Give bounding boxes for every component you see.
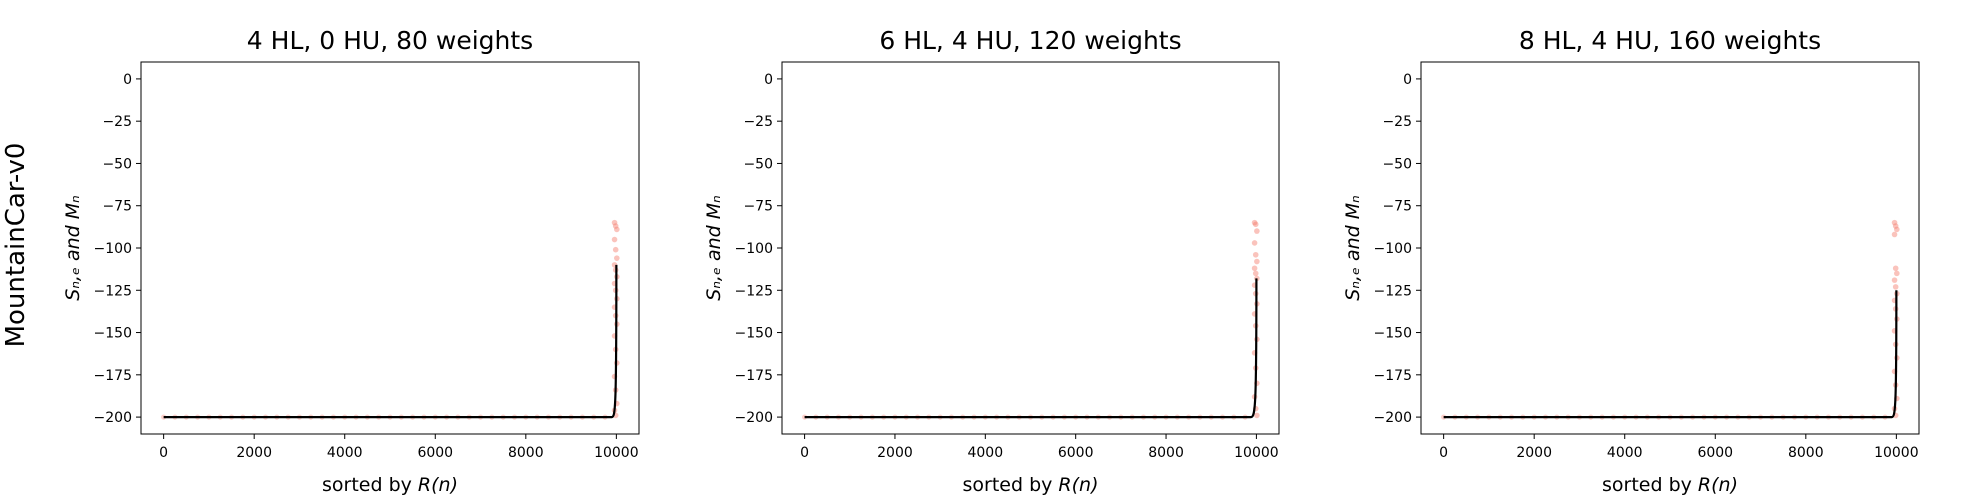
chart-title: 6 HL, 4 HU, 120 weights: [879, 26, 1181, 55]
y-tick-label: −200: [94, 410, 132, 426]
data-point: [1254, 228, 1260, 234]
x-tick-label: 2000: [236, 445, 272, 461]
data-point: [1251, 240, 1258, 246]
data-point: [1892, 223, 1899, 229]
y-tick-label: −25: [1382, 114, 1412, 130]
row-label: MountainCar-v0: [1, 143, 31, 348]
x-tick-label: 4000: [327, 445, 363, 461]
x-axis-label: sorted by R(n): [963, 474, 1099, 496]
x-tick-label: 10000: [1874, 445, 1919, 461]
y-tick-label: −150: [1374, 326, 1412, 342]
plot-area: [140, 61, 640, 435]
y-tick-label: −25: [743, 114, 773, 130]
x-tick-label: 0: [1439, 445, 1448, 461]
y-tick-label: −150: [735, 326, 773, 342]
x-axis-label-text: sorted by: [322, 474, 418, 496]
y-tick-label: 0: [764, 72, 773, 88]
y-tick-label: −75: [743, 199, 773, 215]
x-tick-label: 8000: [508, 445, 544, 461]
x-tick-label: 10000: [1234, 445, 1279, 461]
y-tick-label: −175: [94, 368, 132, 384]
x-axis-label: sorted by R(n): [322, 474, 458, 496]
data-point: [614, 226, 620, 233]
data-point: [1254, 258, 1260, 265]
chart-panel-3: 8 HL, 4 HU, 160 weights 0 2000 4000 6000 8000…: [1342, 26, 1920, 496]
chart-title: 4 HL, 0 HU, 80 weights: [247, 26, 533, 55]
x-axis-label-var: R(n): [1698, 474, 1738, 496]
y-tick-label: −25: [102, 114, 132, 130]
data-point: [612, 223, 619, 229]
y-axis-label: Sₙ,ₑ and Mₙ: [703, 195, 725, 300]
y-tick-label: −75: [102, 199, 132, 215]
x-tick-label: 4000: [967, 445, 1003, 461]
y-axis-label: Sₙ,ₑ and Mₙ: [62, 195, 84, 300]
series-line: [1443, 290, 1898, 419]
x-tick-label: 8000: [1148, 445, 1184, 461]
y-tick-label: 0: [123, 72, 132, 88]
y-tick-label: −150: [94, 326, 132, 342]
x-tick-label: 0: [159, 445, 168, 461]
y-tick-label: −75: [1382, 199, 1412, 215]
y-tick-label: −125: [735, 283, 773, 299]
plot-area: [781, 61, 1280, 435]
y-tick-label: 0: [1403, 72, 1412, 88]
y-tick-label: −200: [735, 410, 773, 426]
x-axis-label-text: sorted by: [963, 474, 1059, 496]
y-tick-label: −125: [1374, 283, 1412, 299]
x-tick-label: 2000: [877, 445, 913, 461]
data-point: [1252, 251, 1259, 258]
data-point: [614, 255, 620, 261]
data-point: [1891, 277, 1898, 283]
x-axis-label: sorted by R(n): [1602, 474, 1738, 496]
x-tick-label: 6000: [417, 445, 453, 461]
y-tick-label: −100: [94, 241, 132, 257]
y-tick-label: −175: [735, 368, 773, 384]
data-point: [1254, 412, 1260, 419]
x-tick-label: 6000: [1697, 445, 1733, 461]
chart-title: 8 HL, 4 HU, 160 weights: [1519, 26, 1821, 55]
data-point: [1892, 265, 1899, 272]
x-axis-label-var: R(n): [1058, 474, 1098, 496]
data-point: [1252, 270, 1259, 277]
chart-panel-2: 6 HL, 4 HU, 120 weights 0 2000 4000 6000 8000…: [703, 26, 1280, 496]
y-axis-label: Sₙ,ₑ and Mₙ: [1342, 195, 1364, 300]
data-point: [1251, 219, 1258, 226]
x-tick-label: 10000: [594, 445, 639, 461]
data-point: [1891, 231, 1898, 238]
x-tick-label: 2000: [1516, 445, 1552, 461]
y-tick-label: −100: [735, 241, 773, 257]
x-tick-label: 6000: [1058, 445, 1094, 461]
data-point: [161, 414, 167, 420]
x-tick-label: 8000: [1788, 445, 1824, 461]
chart-panel-1: 4 HL, 0 HU, 80 weights 0 2000 4000 6000 8000 1…: [62, 26, 640, 496]
data-point: [1891, 219, 1898, 226]
series-line: [804, 278, 1258, 419]
y-tick-label: −50: [102, 156, 132, 172]
y-tick-label: −175: [1374, 368, 1412, 384]
y-tick-label: −125: [94, 283, 132, 299]
x-tick-label: 0: [800, 445, 809, 461]
x-tick-label: 4000: [1607, 445, 1643, 461]
y-tick-label: −100: [1374, 241, 1412, 257]
y-tick-label: −50: [1382, 156, 1412, 172]
y-tick-label: −50: [743, 156, 773, 172]
plot-area: [1420, 61, 1920, 435]
x-axis-label-text: sorted by: [1602, 474, 1698, 496]
y-tick-label: −200: [1374, 410, 1412, 426]
data-point: [612, 246, 619, 253]
data-point: [1894, 270, 1900, 277]
data-point: [1252, 221, 1259, 228]
x-axis-label-var: R(n): [418, 474, 458, 496]
data-point: [1251, 265, 1258, 272]
series-line: [163, 264, 618, 419]
data-point: [1892, 284, 1899, 290]
data-point: [611, 236, 618, 243]
data-point: [611, 219, 618, 226]
data-point: [1894, 226, 1900, 233]
